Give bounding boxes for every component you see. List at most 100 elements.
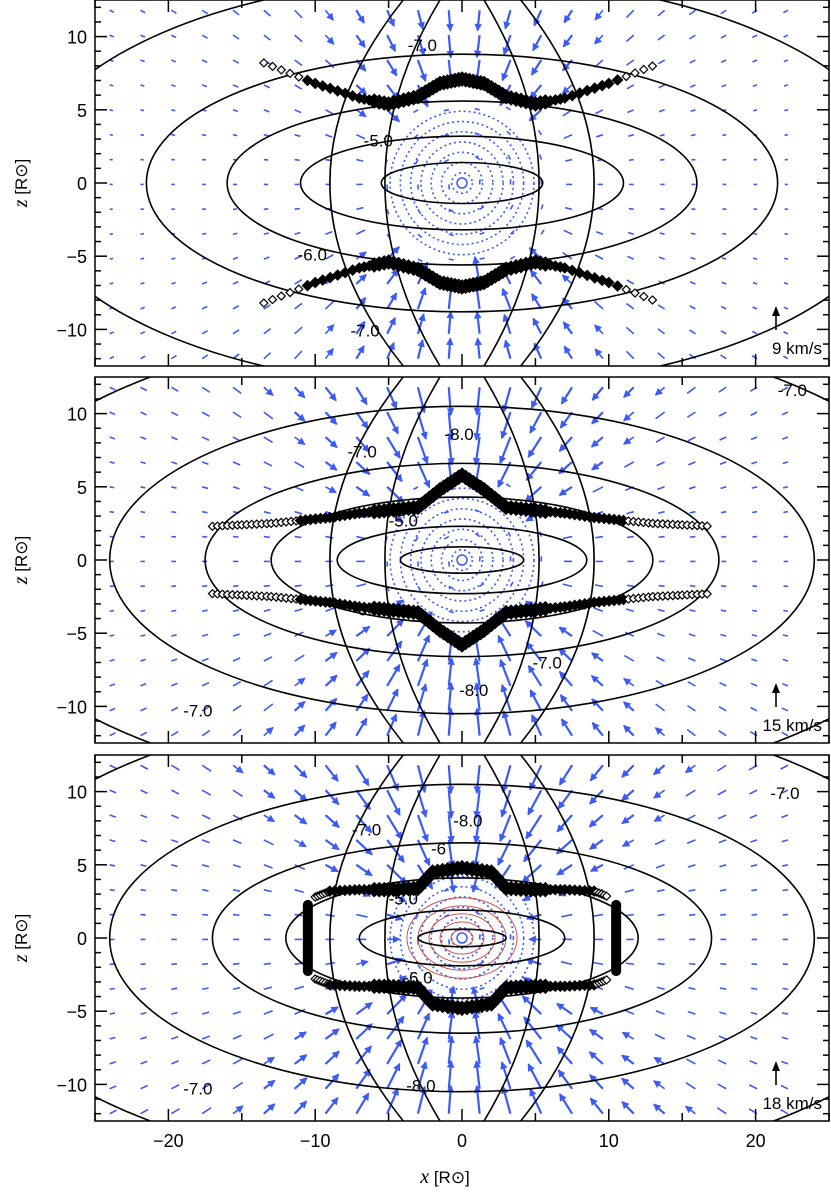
velocity-arrow [627, 351, 634, 358]
velocity-arrow [264, 1034, 274, 1039]
inner-ring [452, 550, 473, 570]
velocity-arrow [540, 155, 541, 160]
velocity-arrowhead [504, 22, 510, 29]
contour-label: -7.0 [778, 381, 807, 400]
y-axis-label: z [R⊙] [10, 536, 32, 586]
velocity-arrowhead [532, 401, 537, 408]
velocity-arrowhead [358, 16, 364, 23]
velocity-arrow [264, 987, 272, 989]
velocity-arrow [660, 233, 665, 234]
velocity-arrow [264, 704, 273, 711]
velocity-arrowhead [528, 1064, 533, 1071]
velocity-arrow [627, 585, 634, 586]
y-tick-label: −10 [56, 320, 87, 340]
velocity-arrow [110, 332, 114, 334]
velocity-arrow [626, 963, 634, 964]
inner-ring [421, 142, 503, 224]
velocity-arrow [202, 915, 208, 916]
velocity-arrow [449, 184, 450, 189]
velocity-arrowhead [591, 866, 598, 871]
velocity-arrow [171, 815, 178, 818]
velocity-arrowhead [394, 1064, 399, 1071]
velocity-arrow [625, 987, 634, 990]
velocity-arrow [416, 160, 418, 165]
inner-ring [411, 509, 514, 611]
velocity-arrow [628, 110, 634, 113]
velocity-arrowhead [564, 346, 570, 353]
velocity-arrow [233, 306, 239, 309]
velocity-arrow [628, 233, 634, 235]
velocity-arrow [171, 659, 177, 661]
velocity-arrow [110, 512, 114, 513]
velocity-arrow [593, 631, 603, 637]
reference-arrow-label: 18 km/s [762, 1094, 822, 1113]
velocity-arrow [141, 611, 146, 612]
velocity-arrow [141, 890, 146, 891]
star-marker [457, 933, 467, 943]
velocity-arrow [141, 412, 147, 415]
velocity-arrow [141, 1037, 147, 1039]
velocity-arrowhead [418, 340, 424, 347]
velocity-arrow [686, 790, 695, 796]
velocity-arrow [784, 307, 788, 309]
velocity-arrow [629, 209, 634, 210]
velocity-arrow [718, 815, 726, 819]
reference-arrow: 9 km/s [772, 306, 822, 358]
velocity-arrow [171, 135, 175, 136]
velocity-arrowhead [502, 73, 508, 80]
velocity-arrow [781, 765, 788, 769]
velocity-arrow [264, 840, 274, 845]
velocity-arrow [688, 682, 696, 686]
velocity-arrow [752, 487, 757, 488]
velocity-arrow [655, 840, 664, 845]
velocity-arrow [720, 462, 726, 464]
velocity-arrow [722, 233, 726, 234]
velocity-arrow [110, 258, 113, 259]
velocity-arrowhead [504, 341, 510, 348]
velocity-arrowhead [526, 1040, 532, 1047]
velocity-arrow [657, 487, 664, 490]
velocity-arrow [110, 890, 115, 891]
velocity-arrow [171, 790, 179, 794]
velocity-arrow [171, 765, 179, 770]
velocity-arrow [658, 353, 665, 359]
velocity-arrowhead [361, 960, 368, 966]
x-tick-label: 0 [457, 1131, 467, 1151]
velocity-arrowhead [267, 816, 274, 822]
velocity-arrow [171, 85, 175, 86]
velocity-arrow [202, 1012, 209, 1014]
velocity-arrow [295, 890, 304, 893]
velocity-arrow [141, 332, 145, 334]
velocity-arrow [110, 1110, 117, 1113]
velocity-arrow [141, 988, 146, 989]
velocity-arrow [264, 512, 271, 514]
inner-ring [441, 918, 482, 959]
velocity-arrowhead [299, 841, 306, 847]
velocity-arrowhead [560, 1094, 566, 1101]
velocity-arrow [784, 85, 788, 86]
velocity-arrow [722, 258, 726, 259]
velocity-arrow [784, 332, 788, 334]
velocity-arrow [110, 487, 115, 488]
velocity-arrow [202, 1108, 211, 1114]
velocity-arrow [444, 110, 449, 111]
velocity-arrow [202, 355, 208, 359]
velocity-arrow [722, 85, 727, 87]
velocity-arrow [141, 684, 147, 686]
y-tick-label: −5 [66, 247, 87, 267]
velocity-arrow [233, 462, 240, 465]
velocity-arrowhead [394, 451, 400, 458]
velocity-arrow [325, 537, 333, 538]
velocity-arrow [784, 283, 788, 284]
velocity-arrow [721, 331, 726, 334]
velocity-arrow [751, 683, 757, 686]
density-contour [0, 0, 831, 476]
inner-ring [452, 173, 473, 193]
velocity-arrow [233, 412, 241, 417]
velocity-arrow [295, 232, 301, 234]
velocity-arrow [110, 110, 113, 111]
velocity-arrow [295, 462, 305, 468]
velocity-arrow [480, 207, 484, 210]
velocity-arrowhead [623, 841, 630, 847]
